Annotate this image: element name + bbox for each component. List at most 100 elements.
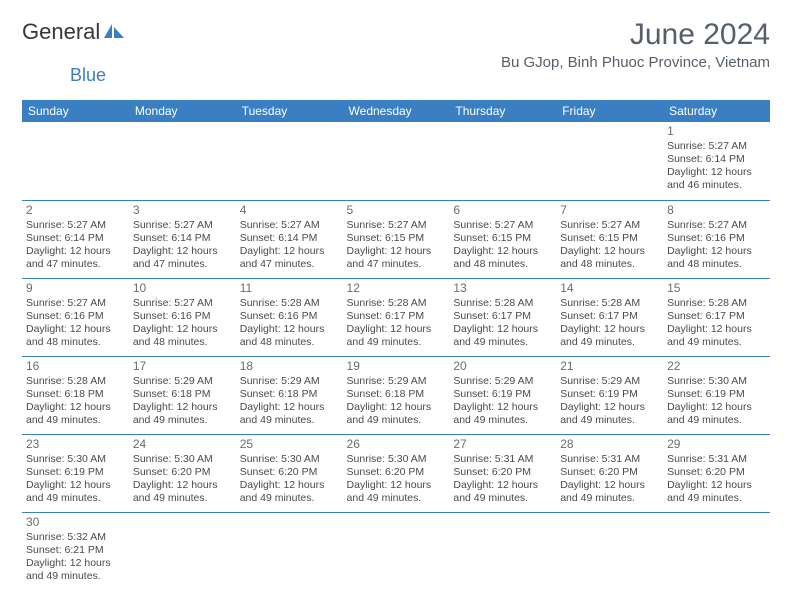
day-number: 7 — [560, 203, 659, 218]
sunset-text: Sunset: 6:20 PM — [240, 466, 339, 479]
logo-text-2: Blue — [70, 65, 792, 86]
sunrise-text: Sunrise: 5:30 AM — [240, 453, 339, 466]
weekday-header: Sunday — [22, 100, 129, 122]
sunrise-text: Sunrise: 5:29 AM — [560, 375, 659, 388]
calendar-day-cell: 3Sunrise: 5:27 AMSunset: 6:14 PMDaylight… — [129, 200, 236, 278]
sunset-text: Sunset: 6:19 PM — [453, 388, 552, 401]
day-number: 28 — [560, 437, 659, 452]
daylight-text: Daylight: 12 hours and 49 minutes. — [667, 401, 766, 427]
calendar-week-row: 9Sunrise: 5:27 AMSunset: 6:16 PMDaylight… — [22, 278, 770, 356]
sunrise-text: Sunrise: 5:28 AM — [26, 375, 125, 388]
weekday-header: Monday — [129, 100, 236, 122]
daylight-text: Daylight: 12 hours and 49 minutes. — [26, 479, 125, 505]
logo: General — [22, 18, 126, 46]
sunrise-text: Sunrise: 5:27 AM — [240, 219, 339, 232]
sunset-text: Sunset: 6:20 PM — [453, 466, 552, 479]
calendar-day-cell — [236, 512, 343, 590]
sunset-text: Sunset: 6:15 PM — [347, 232, 446, 245]
sunset-text: Sunset: 6:16 PM — [667, 232, 766, 245]
calendar-day-cell: 19Sunrise: 5:29 AMSunset: 6:18 PMDayligh… — [343, 356, 450, 434]
calendar-day-cell: 13Sunrise: 5:28 AMSunset: 6:17 PMDayligh… — [449, 278, 556, 356]
sunset-text: Sunset: 6:17 PM — [347, 310, 446, 323]
sunrise-text: Sunrise: 5:27 AM — [667, 140, 766, 153]
sunrise-text: Sunrise: 5:29 AM — [347, 375, 446, 388]
sunrise-text: Sunrise: 5:27 AM — [667, 219, 766, 232]
sunset-text: Sunset: 6:14 PM — [133, 232, 232, 245]
sunset-text: Sunset: 6:16 PM — [240, 310, 339, 323]
calendar-week-row: 23Sunrise: 5:30 AMSunset: 6:19 PMDayligh… — [22, 434, 770, 512]
daylight-text: Daylight: 12 hours and 49 minutes. — [347, 479, 446, 505]
day-number: 4 — [240, 203, 339, 218]
sunrise-text: Sunrise: 5:30 AM — [347, 453, 446, 466]
sunset-text: Sunset: 6:20 PM — [347, 466, 446, 479]
sunrise-text: Sunrise: 5:27 AM — [133, 219, 232, 232]
sunset-text: Sunset: 6:19 PM — [560, 388, 659, 401]
daylight-text: Daylight: 12 hours and 49 minutes. — [453, 323, 552, 349]
sunset-text: Sunset: 6:18 PM — [133, 388, 232, 401]
calendar-day-cell: 16Sunrise: 5:28 AMSunset: 6:18 PMDayligh… — [22, 356, 129, 434]
day-number: 26 — [347, 437, 446, 452]
sunset-text: Sunset: 6:14 PM — [667, 153, 766, 166]
sunset-text: Sunset: 6:15 PM — [453, 232, 552, 245]
daylight-text: Daylight: 12 hours and 47 minutes. — [347, 245, 446, 271]
calendar-day-cell — [449, 512, 556, 590]
calendar-day-cell — [449, 122, 556, 200]
calendar-day-cell: 30Sunrise: 5:32 AMSunset: 6:21 PMDayligh… — [22, 512, 129, 590]
calendar-day-cell — [663, 512, 770, 590]
sunrise-text: Sunrise: 5:30 AM — [133, 453, 232, 466]
calendar-day-cell: 25Sunrise: 5:30 AMSunset: 6:20 PMDayligh… — [236, 434, 343, 512]
sunrise-text: Sunrise: 5:28 AM — [347, 297, 446, 310]
calendar-day-cell: 29Sunrise: 5:31 AMSunset: 6:20 PMDayligh… — [663, 434, 770, 512]
daylight-text: Daylight: 12 hours and 49 minutes. — [347, 401, 446, 427]
day-number: 14 — [560, 281, 659, 296]
month-title: June 2024 — [501, 18, 770, 52]
calendar-day-cell: 7Sunrise: 5:27 AMSunset: 6:15 PMDaylight… — [556, 200, 663, 278]
sunrise-text: Sunrise: 5:29 AM — [240, 375, 339, 388]
sail-icon — [102, 20, 126, 46]
daylight-text: Daylight: 12 hours and 49 minutes. — [453, 479, 552, 505]
calendar-day-cell: 17Sunrise: 5:29 AMSunset: 6:18 PMDayligh… — [129, 356, 236, 434]
day-number: 17 — [133, 359, 232, 374]
sunset-text: Sunset: 6:21 PM — [26, 544, 125, 557]
sunset-text: Sunset: 6:19 PM — [667, 388, 766, 401]
day-number: 18 — [240, 359, 339, 374]
calendar-day-cell: 12Sunrise: 5:28 AMSunset: 6:17 PMDayligh… — [343, 278, 450, 356]
calendar-day-cell: 22Sunrise: 5:30 AMSunset: 6:19 PMDayligh… — [663, 356, 770, 434]
daylight-text: Daylight: 12 hours and 49 minutes. — [560, 401, 659, 427]
day-number: 6 — [453, 203, 552, 218]
day-number: 27 — [453, 437, 552, 452]
daylight-text: Daylight: 12 hours and 49 minutes. — [560, 323, 659, 349]
daylight-text: Daylight: 12 hours and 49 minutes. — [133, 401, 232, 427]
calendar-day-cell: 11Sunrise: 5:28 AMSunset: 6:16 PMDayligh… — [236, 278, 343, 356]
daylight-text: Daylight: 12 hours and 49 minutes. — [560, 479, 659, 505]
logo-text-1: General — [22, 19, 100, 45]
day-number: 25 — [240, 437, 339, 452]
daylight-text: Daylight: 12 hours and 48 minutes. — [133, 323, 232, 349]
header: General June 2024 Bu GJop, Binh Phuoc Pr… — [22, 18, 770, 71]
daylight-text: Daylight: 12 hours and 47 minutes. — [133, 245, 232, 271]
daylight-text: Daylight: 12 hours and 47 minutes. — [240, 245, 339, 271]
calendar-day-cell — [343, 512, 450, 590]
sunset-text: Sunset: 6:14 PM — [26, 232, 125, 245]
sunrise-text: Sunrise: 5:27 AM — [560, 219, 659, 232]
sunset-text: Sunset: 6:17 PM — [560, 310, 659, 323]
sunrise-text: Sunrise: 5:31 AM — [667, 453, 766, 466]
calendar-day-cell — [556, 122, 663, 200]
calendar-day-cell: 26Sunrise: 5:30 AMSunset: 6:20 PMDayligh… — [343, 434, 450, 512]
day-number: 30 — [26, 515, 125, 530]
day-number: 8 — [667, 203, 766, 218]
sunset-text: Sunset: 6:16 PM — [133, 310, 232, 323]
day-number: 29 — [667, 437, 766, 452]
sunrise-text: Sunrise: 5:29 AM — [453, 375, 552, 388]
calendar-day-cell: 15Sunrise: 5:28 AMSunset: 6:17 PMDayligh… — [663, 278, 770, 356]
calendar-week-row: 16Sunrise: 5:28 AMSunset: 6:18 PMDayligh… — [22, 356, 770, 434]
daylight-text: Daylight: 12 hours and 49 minutes. — [240, 479, 339, 505]
calendar-day-cell: 28Sunrise: 5:31 AMSunset: 6:20 PMDayligh… — [556, 434, 663, 512]
sunset-text: Sunset: 6:18 PM — [240, 388, 339, 401]
weekday-header: Tuesday — [236, 100, 343, 122]
day-number: 2 — [26, 203, 125, 218]
day-number: 11 — [240, 281, 339, 296]
calendar-day-cell — [22, 122, 129, 200]
calendar-day-cell: 21Sunrise: 5:29 AMSunset: 6:19 PMDayligh… — [556, 356, 663, 434]
day-number: 12 — [347, 281, 446, 296]
